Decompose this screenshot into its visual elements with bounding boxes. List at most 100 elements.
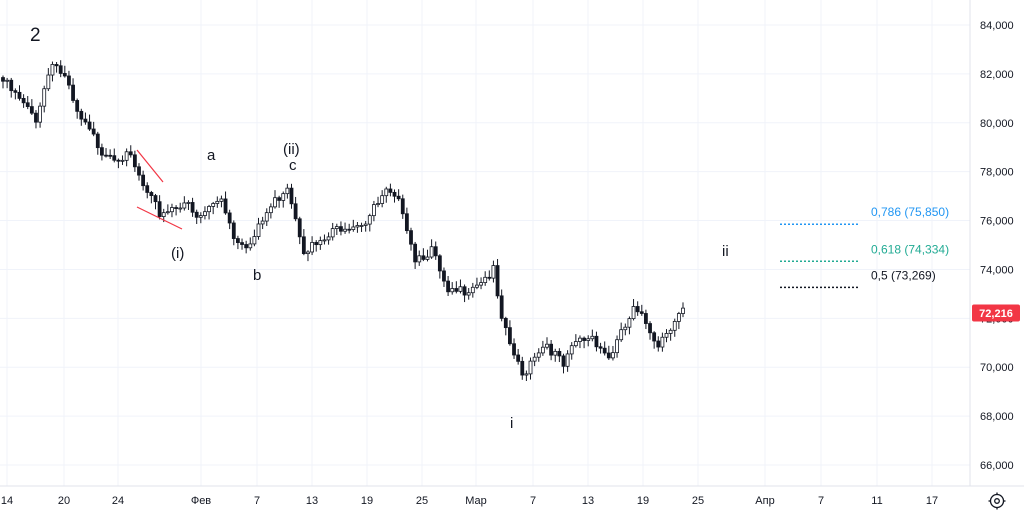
candle-body xyxy=(367,215,372,225)
time-axis[interactable]: 14 20 24 Фев 7 13 19 25 Мар 7 13 19 25 Апр 7 11 17 xyxy=(1,495,938,507)
candle-body xyxy=(421,255,426,260)
candle-body xyxy=(306,251,310,255)
candle-body xyxy=(470,286,475,294)
candle-body xyxy=(91,128,96,135)
candle-body xyxy=(462,286,467,296)
price-axis-label: 66,000 xyxy=(980,460,1014,472)
candle-body xyxy=(466,292,471,296)
candle-body xyxy=(260,220,265,225)
candle-body xyxy=(145,185,150,193)
time-axis-label: 14 xyxy=(1,495,13,507)
candle-body xyxy=(528,360,533,375)
candles xyxy=(1,60,685,382)
time-axis-label: 13 xyxy=(582,495,594,507)
candle-body xyxy=(112,155,117,161)
candle-body xyxy=(58,65,63,74)
price-axis-label: 82,000 xyxy=(980,69,1014,81)
candle-body xyxy=(594,335,599,348)
time-axis-label: 25 xyxy=(416,495,428,507)
candle-body xyxy=(293,203,298,220)
candle-body xyxy=(392,191,397,197)
candle-body xyxy=(454,288,459,292)
candle-body xyxy=(343,228,347,232)
candle-body xyxy=(165,211,170,214)
candle-body xyxy=(108,154,113,157)
time-axis-label: 20 xyxy=(58,495,70,507)
candle-body xyxy=(598,346,603,349)
candle-body xyxy=(516,354,521,362)
candle-body xyxy=(34,112,38,123)
candle-body xyxy=(178,207,183,210)
candle-body xyxy=(590,335,595,340)
candle-body xyxy=(161,212,166,217)
candle-body xyxy=(116,159,121,162)
candle-body xyxy=(301,236,306,255)
time-axis-label: 17 xyxy=(926,495,938,507)
candle-body xyxy=(25,102,30,107)
candle-body xyxy=(540,346,545,354)
candle-body xyxy=(573,341,578,347)
candle-body xyxy=(503,317,508,329)
candle-body xyxy=(611,352,615,359)
candle-body xyxy=(425,256,430,260)
wedge-lower-line[interactable] xyxy=(136,206,183,230)
time-axis-label: 11 xyxy=(871,495,882,507)
wedge-upper-line[interactable] xyxy=(136,149,164,183)
candle-body xyxy=(297,218,302,238)
candle-body xyxy=(400,198,405,215)
price-axis-label: 78,000 xyxy=(980,167,1014,179)
candle-body xyxy=(153,195,158,203)
candle-body xyxy=(508,327,512,345)
candle-body xyxy=(549,343,554,356)
candle-body xyxy=(372,204,376,217)
chart-settings-button[interactable] xyxy=(986,490,1008,512)
candle-body xyxy=(9,79,14,92)
candle-body xyxy=(520,360,525,376)
candle-body xyxy=(623,326,628,331)
candle-body xyxy=(553,350,558,356)
candle-body xyxy=(240,242,244,245)
candle-body xyxy=(87,121,92,130)
candle-body xyxy=(499,295,504,319)
candle-body xyxy=(137,166,141,176)
price-axis[interactable]: 84,00082,00080,00078,00076,00074,00072,0… xyxy=(980,20,1014,472)
candle-body xyxy=(149,192,154,196)
time-axis-label: 13 xyxy=(306,495,318,507)
price-axis-label: 68,000 xyxy=(980,411,1014,423)
candle-body xyxy=(29,106,34,114)
candle-body xyxy=(67,75,71,86)
candle-body xyxy=(355,225,360,228)
candle-body xyxy=(450,288,455,293)
candle-body xyxy=(289,187,294,205)
candle-body xyxy=(104,154,108,157)
candle-body xyxy=(388,188,393,193)
candle-body xyxy=(656,340,661,348)
candle-body xyxy=(318,240,323,246)
candle-body xyxy=(132,154,137,168)
fib-levels: 0,786 (75,850) 0,618 (74,334) 0,5 (73,269) xyxy=(780,205,949,289)
wave-label-a: a xyxy=(207,147,216,164)
current-price-tag-background xyxy=(972,304,1020,322)
candle-body xyxy=(433,246,438,257)
candle-body xyxy=(71,84,75,101)
candle-body xyxy=(458,286,463,292)
candle-body xyxy=(1,77,5,82)
candle-body xyxy=(17,91,22,99)
candle-body xyxy=(404,213,409,232)
candle-body xyxy=(565,353,570,367)
candle-body xyxy=(174,207,178,209)
time-axis-label: 25 xyxy=(692,495,704,507)
candle-body xyxy=(62,73,67,77)
time-axis-label: Фев xyxy=(191,495,211,507)
candle-body xyxy=(648,323,652,334)
candle-body xyxy=(256,223,261,237)
candle-body xyxy=(141,174,146,187)
time-axis-label: 19 xyxy=(637,495,649,507)
candle-body xyxy=(681,307,685,314)
candle-body xyxy=(194,211,199,218)
candle-body xyxy=(252,236,257,245)
candle-body xyxy=(95,133,100,149)
settings-icon xyxy=(988,492,1006,510)
candle-body xyxy=(635,306,640,313)
